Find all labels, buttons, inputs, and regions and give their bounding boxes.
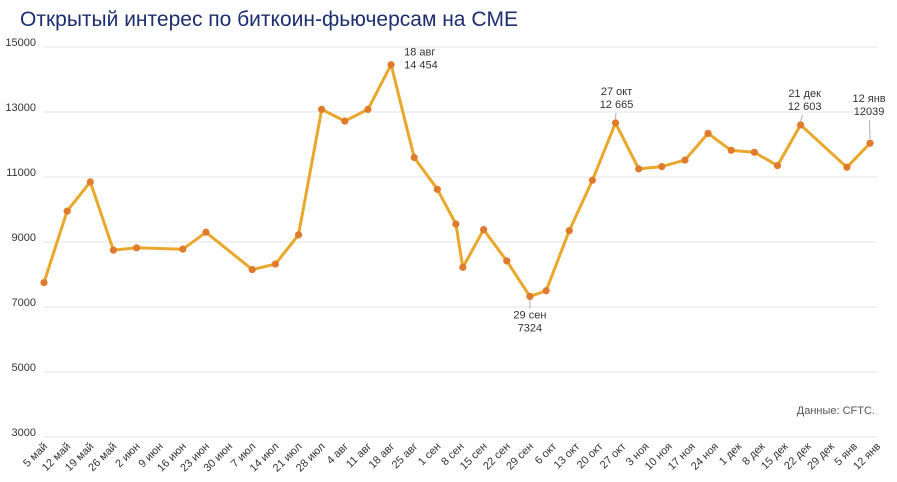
data-point	[480, 226, 488, 234]
data-point	[387, 61, 395, 69]
data-point	[588, 176, 596, 184]
y-tick-label: 7000	[12, 297, 36, 309]
annotation-value: 12039	[854, 106, 885, 118]
x-tick-label: 1 сен	[416, 441, 443, 468]
data-point	[410, 153, 418, 162]
data-point	[341, 117, 349, 125]
data-point	[727, 146, 735, 154]
data-point	[635, 165, 643, 173]
data-point	[63, 207, 71, 215]
data-point	[433, 185, 441, 193]
data-point	[364, 105, 372, 113]
data-point	[452, 220, 460, 228]
y-tick-label: 11000	[6, 167, 36, 179]
y-tick-label: 5000	[12, 362, 36, 374]
data-point	[271, 260, 279, 268]
data-point	[40, 279, 48, 287]
annotation-value: 14 454	[404, 60, 438, 72]
data-point	[773, 162, 782, 170]
data-point	[797, 121, 805, 129]
x-tick-label: 27 окт	[598, 441, 629, 472]
data-point	[459, 263, 467, 271]
y-tick-label: 3000	[12, 427, 36, 439]
series-markers	[40, 61, 874, 301]
x-tick-label: 25 авг	[390, 441, 421, 472]
gridlines	[44, 46, 877, 438]
data-point	[658, 163, 666, 171]
data-point	[681, 156, 689, 164]
y-axis: 3000 5000 7000 9000 11000 13000 15000	[5, 37, 36, 439]
data-point	[503, 257, 511, 265]
data-point	[542, 287, 550, 295]
x-tick-label: 1 дек	[717, 441, 744, 468]
annotation-date: 18 авг	[404, 47, 435, 59]
data-point	[565, 227, 573, 235]
annotation-date: 29 сен	[513, 309, 546, 321]
annotation-date: 21 дек	[788, 88, 821, 100]
data-point	[843, 163, 851, 171]
annotation-leader	[615, 112, 617, 119]
data-point	[202, 228, 210, 236]
annotation-leader	[800, 114, 804, 122]
x-tick-label: 29 дек	[805, 441, 837, 473]
x-tick-label: 2 июн	[113, 441, 142, 470]
chart-title: Открытый интерес по биткоин-фьючерсам на…	[20, 8, 518, 31]
annotation-value: 7324	[518, 322, 542, 334]
data-point	[86, 178, 94, 186]
data-point	[248, 266, 256, 274]
data-point	[109, 246, 118, 254]
annotation-date: 27 окт	[601, 86, 632, 98]
data-point	[294, 231, 303, 239]
annotation-date: 12 янв	[852, 93, 885, 105]
y-tick-label: 13000	[5, 102, 36, 114]
annotation-leader	[869, 120, 871, 140]
data-point	[704, 129, 712, 138]
data-point	[750, 148, 758, 156]
data-point	[866, 139, 874, 147]
series-line	[42, 63, 872, 298]
data-point	[526, 292, 534, 301]
annotation-value: 12 665	[600, 99, 634, 111]
annotation-value: 12 603	[788, 101, 822, 113]
data-point	[132, 244, 141, 252]
data-point	[318, 105, 326, 113]
data-source-note: Данные: CFTC.	[796, 405, 875, 417]
y-tick-label: 15000	[5, 37, 36, 49]
y-tick-label: 9000	[12, 232, 36, 244]
data-point	[611, 119, 620, 127]
data-point	[179, 245, 187, 253]
